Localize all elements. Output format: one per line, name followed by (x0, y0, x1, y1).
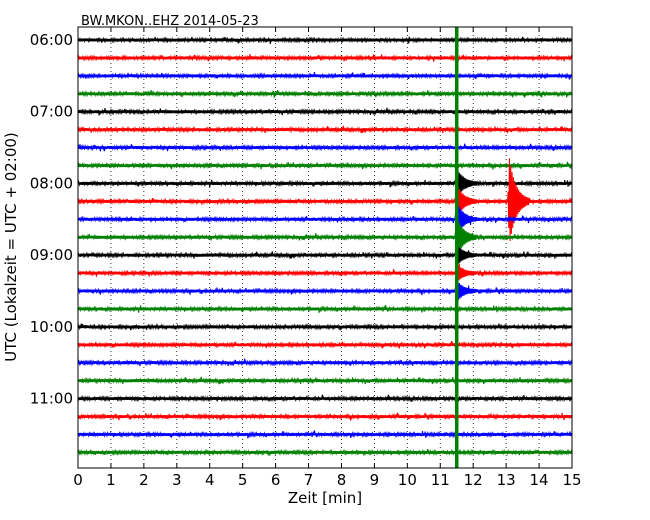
x-tick-label: 2 (139, 471, 149, 489)
y-tick-label: 07:00 (30, 103, 73, 121)
x-tick-label: 10 (398, 471, 417, 489)
x-tick-label: 7 (304, 471, 314, 489)
x-axis-label: Zeit [min] (288, 489, 362, 507)
seismic-trace (77, 164, 573, 198)
seismic-trace (77, 263, 573, 282)
x-tick-label: 15 (562, 471, 581, 489)
seismic-trace (77, 143, 573, 152)
y-tick-label: 11:00 (30, 390, 73, 408)
x-tick-label: 11 (431, 471, 450, 489)
y-tick-label: 10:00 (30, 318, 73, 336)
x-tick-label: 6 (271, 471, 281, 489)
x-tick-label: 9 (370, 471, 380, 489)
x-tick-label: 14 (530, 471, 549, 489)
seismic-trace (77, 36, 573, 45)
seismic-trace (77, 430, 573, 439)
y-tick-label: 09:00 (30, 246, 73, 264)
x-tick-label: 13 (497, 471, 516, 489)
chart-title: BW.MKON..EHZ 2014-05-23 (81, 14, 259, 29)
seismic-trace (77, 53, 573, 62)
seismic-trace (77, 89, 573, 98)
grid (110, 27, 540, 468)
y-axis-label: UTC (Lokalzeit = UTC + 02:00) (2, 132, 20, 362)
x-axis: 0 1 2 3 4 5 6 7 8 9 10 11 12 13 14 15 (73, 27, 582, 489)
seismic-trace (77, 376, 573, 385)
seismic-trace (77, 244, 573, 266)
seismic-trace (77, 279, 573, 302)
seismic-trace (77, 323, 573, 331)
seismic-trace (77, 448, 573, 457)
seismic-trace (77, 216, 573, 256)
x-tick-label: 3 (172, 471, 182, 489)
seismic-trace (77, 161, 573, 170)
y-tick-label: 08:00 (30, 174, 73, 192)
y-axis: 06:00 07:00 08:00 09:00 10:00 11:00 (30, 31, 572, 408)
plot-frame (77, 26, 573, 469)
x-tick-label: 1 (106, 471, 116, 489)
x-tick-label: 8 (337, 471, 347, 489)
seismic-trace (77, 358, 573, 367)
seismic-trace (77, 107, 573, 116)
x-tick-label: 12 (464, 471, 483, 489)
seismic-trace (77, 72, 573, 80)
seismic-trace (77, 412, 573, 421)
seismic-trace (77, 394, 573, 403)
x-tick-label: 0 (73, 471, 83, 489)
seismic-trace (77, 304, 573, 313)
seismic-trace (77, 158, 573, 241)
seismic-trace (77, 340, 573, 349)
x-tick-label: 4 (205, 471, 215, 489)
x-tick-label: 5 (238, 471, 248, 489)
traces (77, 36, 573, 457)
y-tick-label: 06:00 (30, 31, 73, 49)
seismic-trace (77, 125, 573, 134)
seismic-trace (77, 202, 573, 236)
